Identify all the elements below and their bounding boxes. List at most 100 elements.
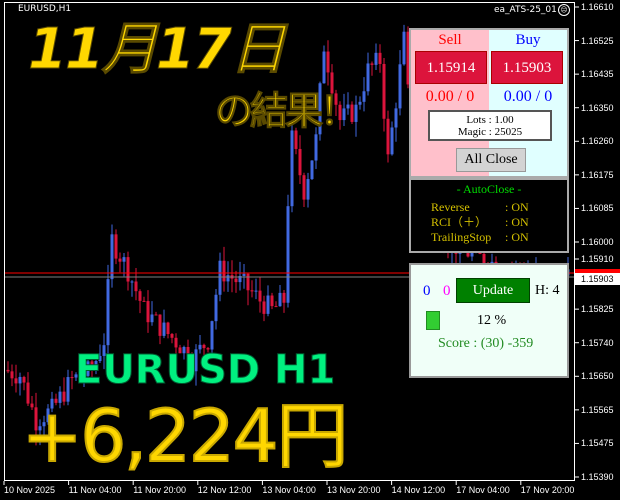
price-tick-label: 1.15650: [581, 371, 614, 382]
price-tick-label: 1.16085: [581, 203, 614, 214]
candle-body: [210, 321, 214, 350]
candle-body: [398, 64, 402, 109]
lots-value: Lots : 1.00: [466, 114, 514, 126]
candle-body: [318, 83, 322, 135]
time-tick-label: 11 Nov 04:00: [68, 485, 122, 495]
time-tick-label: 14 Nov 12:00: [391, 485, 446, 495]
candle-body: [298, 148, 302, 176]
candle-body: [162, 322, 166, 336]
lot-magic-box: Lots : 1.00 Magic : 25025: [428, 110, 552, 141]
price-tick-label: 1.15825: [581, 304, 614, 315]
candle-body: [378, 52, 382, 64]
time-tick-label: 17 Nov 20:00: [520, 485, 575, 495]
price-tick-label: 1.16435: [581, 69, 614, 80]
autoclose-row-reverse: Reverse : ON: [431, 200, 566, 214]
candle-body: [238, 276, 242, 283]
candle-body: [102, 345, 106, 356]
candle-body: [158, 314, 162, 336]
date-title: 11月17日: [28, 17, 287, 82]
blue-count: 0: [423, 283, 431, 299]
candle-body: [386, 118, 390, 155]
candle-body: [330, 72, 334, 94]
ea-name: ea_ATS-25_01: [494, 5, 557, 15]
candle-body: [178, 347, 182, 354]
sell-label: Sell: [438, 32, 462, 48]
candle-body: [306, 179, 310, 200]
candle-body: [382, 63, 386, 119]
candle-body: [254, 290, 258, 292]
candle-body: [482, 253, 486, 266]
time-tick-label: 13 Nov 04:00: [262, 485, 316, 495]
magenta-count: 0: [443, 283, 451, 299]
progress-indicator: [426, 311, 440, 330]
candle-body: [94, 361, 98, 370]
ask-price-marker: [575, 269, 620, 273]
candle-body: [118, 258, 122, 262]
all-close-button[interactable]: All Close: [456, 148, 526, 172]
autoclose-title: - AutoClose -: [456, 182, 522, 196]
candle-body: [314, 134, 318, 161]
candle-body: [10, 371, 14, 379]
candle-body: [154, 314, 158, 316]
candle-body: [262, 301, 266, 314]
buy-button[interactable]: 1.15903: [491, 51, 563, 84]
candle-body: [170, 334, 174, 338]
score-label: Score : (30) -359: [438, 336, 534, 351]
candle-body: [358, 101, 362, 105]
candle-body: [126, 257, 130, 282]
candle-body: [182, 347, 186, 354]
autoclose-panel: - AutoClose - Reverse: ON RCI（＋）: ON Tra…: [409, 178, 569, 253]
candle-body: [6, 369, 10, 372]
candle-body: [174, 337, 178, 348]
axis-ticks: [3, 6, 579, 485]
row-value: : ON: [505, 215, 529, 229]
time-tick-label: 12 Nov 12:00: [197, 485, 252, 495]
row-value: : ON: [505, 200, 529, 214]
candle-body: [270, 295, 274, 307]
candle-body: [70, 377, 74, 379]
candle-body: [190, 363, 194, 372]
price-tick-label: 1.16525: [581, 35, 614, 46]
candle-body: [42, 422, 46, 427]
price-tick-label: 1.15565: [581, 404, 614, 415]
candle-body: [50, 398, 54, 409]
trade-panel: Sell 1.15914 0.00 / 0 Buy 1.15903 0.00 /…: [409, 28, 569, 178]
candle-body: [326, 51, 330, 73]
candle-body: [14, 378, 18, 384]
row-label: Reverse: [431, 200, 470, 214]
time-tick-label: 13 Nov 20:00: [327, 485, 381, 495]
candle-body: [402, 31, 406, 65]
candle-body: [138, 291, 142, 301]
price-tick-label: 1.16000: [581, 237, 614, 247]
candle-body: [246, 273, 250, 291]
candle-body: [142, 300, 146, 302]
update-button[interactable]: Update: [456, 278, 530, 303]
candle-body: [198, 344, 202, 350]
candle-body: [166, 322, 170, 335]
candle-body: [98, 355, 102, 362]
magic-value: Magic : 25025: [457, 126, 523, 138]
candle-body: [34, 407, 38, 431]
time-tick-label: 10 Nov 2025: [4, 485, 56, 495]
candle-body: [134, 281, 138, 292]
candle-body: [310, 160, 314, 180]
price-tick-label: 1.15475: [581, 438, 614, 449]
candle-body: [146, 301, 150, 323]
candle-body: [186, 347, 190, 364]
sell-button[interactable]: 1.15914: [415, 51, 487, 84]
buy-section: Buy 1.15903 0.00 / 0: [489, 30, 567, 176]
candle-body: [46, 408, 50, 423]
price-tick-label: 1.15740: [581, 337, 614, 348]
candle-body: [78, 374, 82, 378]
candle-body: [66, 377, 70, 402]
candle-body: [106, 279, 110, 346]
candle-body: [122, 257, 126, 262]
candle-body: [250, 290, 254, 292]
candle-body: [26, 382, 30, 404]
candle-body: [150, 314, 154, 323]
candle-body: [370, 63, 374, 65]
pair-label: EURUSD H1: [74, 347, 336, 393]
candle-body: [266, 295, 270, 314]
candle-body: [374, 52, 378, 65]
candle-body: [18, 376, 22, 384]
